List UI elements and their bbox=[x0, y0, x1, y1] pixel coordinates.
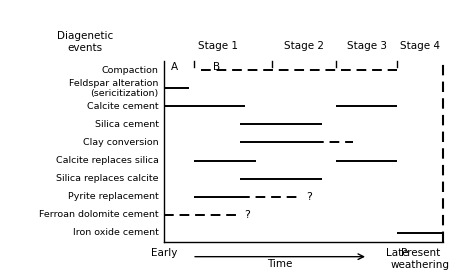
Text: ?: ? bbox=[244, 210, 250, 220]
Text: Feldspar alteration
(sericitization): Feldspar alteration (sericitization) bbox=[69, 79, 159, 98]
Text: Compaction: Compaction bbox=[102, 66, 159, 75]
Text: Early: Early bbox=[151, 248, 177, 258]
Text: B: B bbox=[213, 62, 220, 72]
Text: Calcite replaces silica: Calcite replaces silica bbox=[56, 156, 159, 165]
Text: A: A bbox=[171, 62, 178, 72]
Text: ?: ? bbox=[306, 192, 312, 202]
Text: Pyrite replacement: Pyrite replacement bbox=[68, 192, 159, 201]
Text: Stage 1: Stage 1 bbox=[198, 41, 238, 51]
Text: Clay conversion: Clay conversion bbox=[83, 138, 159, 147]
Text: Calcite cement: Calcite cement bbox=[87, 102, 159, 111]
Text: Stage 3: Stage 3 bbox=[346, 41, 387, 51]
Text: Time: Time bbox=[267, 259, 293, 269]
Text: Iron oxide cement: Iron oxide cement bbox=[73, 228, 159, 237]
Text: Stage 2: Stage 2 bbox=[284, 41, 324, 51]
Text: Diagenetic
events: Diagenetic events bbox=[57, 31, 113, 53]
Text: Silica cement: Silica cement bbox=[95, 120, 159, 129]
Text: Late: Late bbox=[386, 248, 409, 258]
Text: Stage 4: Stage 4 bbox=[400, 41, 440, 51]
Text: Silica replaces calcite: Silica replaces calcite bbox=[56, 174, 159, 183]
Text: Ferroan dolomite cement: Ferroan dolomite cement bbox=[39, 210, 159, 219]
Text: Present
weathering: Present weathering bbox=[391, 248, 450, 270]
